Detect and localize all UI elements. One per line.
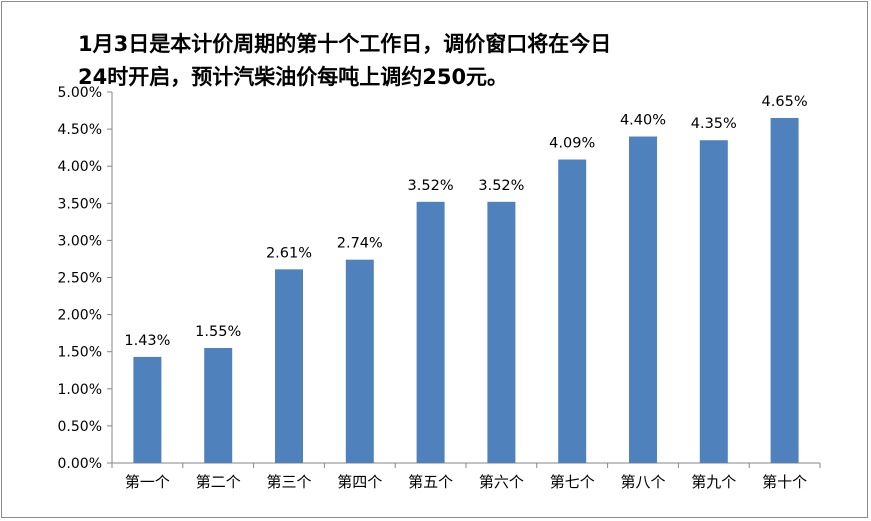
x-tick-label: 第二个 xyxy=(196,473,241,491)
data-label: 4.40% xyxy=(620,113,666,129)
x-tick-label: 第一个 xyxy=(125,473,170,491)
bar xyxy=(558,159,587,463)
data-label: 1.43% xyxy=(124,333,170,349)
x-tick-label: 第六个 xyxy=(479,473,524,491)
y-tick-label: 0.50% xyxy=(58,419,102,435)
y-tick-label: 1.50% xyxy=(58,345,102,361)
y-tick-label: 3.50% xyxy=(58,196,102,212)
x-tick-label: 第五个 xyxy=(408,473,453,491)
data-label: 2.74% xyxy=(337,236,383,252)
data-label: 3.52% xyxy=(478,178,524,194)
y-tick-label: 2.00% xyxy=(58,308,102,324)
chart-title-line-2: 24时开启，预计汽柴油价每吨上调约250元。 xyxy=(78,65,509,89)
y-tick-label: 5.00% xyxy=(58,85,102,101)
bar xyxy=(204,347,233,463)
x-tick-label: 第三个 xyxy=(266,473,311,491)
data-labels: 1.43% 1.55% 2.61% 2.74% 3.52% 3.52% 4.09% 4.40%… xyxy=(124,94,807,349)
bar xyxy=(275,269,303,463)
data-label: 3.52% xyxy=(408,178,454,194)
chart-title-line-1: 1月3日是本计价周期的第十个工作日，调价窗口将在今日 xyxy=(78,32,612,56)
x-tick-label: 第十个 xyxy=(762,473,807,491)
x-tick-label: 第七个 xyxy=(550,473,595,491)
bar-series xyxy=(133,117,799,464)
bar xyxy=(699,140,728,464)
y-tick-label: 2.50% xyxy=(58,271,102,287)
data-label: 4.65% xyxy=(762,94,808,110)
y-tick-label: 4.50% xyxy=(58,122,102,138)
data-label: 2.61% xyxy=(266,245,312,261)
x-tick-label: 第八个 xyxy=(620,473,665,491)
chart-title: 1月3日是本计价周期的第十个工作日，调价窗口将在今日 24时开启，预计汽柴油价每… xyxy=(78,28,778,94)
data-label: 4.35% xyxy=(691,116,737,132)
y-axis: 0.00% 0.50% 1.00% 1.50% 2.00% 2.50% 3.00% 3.50%… xyxy=(58,85,113,472)
x-tick-label: 第九个 xyxy=(691,473,736,491)
data-label: 4.09% xyxy=(549,136,595,152)
y-tick-label: 0.00% xyxy=(58,456,102,472)
bar xyxy=(345,259,374,463)
y-tick-label: 1.00% xyxy=(58,382,102,398)
y-tick-label: 3.00% xyxy=(58,233,102,249)
bar xyxy=(487,201,516,464)
y-tick-label: 4.00% xyxy=(58,159,102,175)
bar xyxy=(133,356,162,463)
data-label: 1.55% xyxy=(195,324,241,340)
bar xyxy=(770,117,799,463)
bar xyxy=(416,201,445,464)
bar xyxy=(629,136,657,463)
x-tick-label: 第四个 xyxy=(337,473,382,491)
x-axis: 第一个 第二个 第三个 第四个 第五个 第六个 第七个 第八个 第九个 第十个 xyxy=(111,462,821,491)
